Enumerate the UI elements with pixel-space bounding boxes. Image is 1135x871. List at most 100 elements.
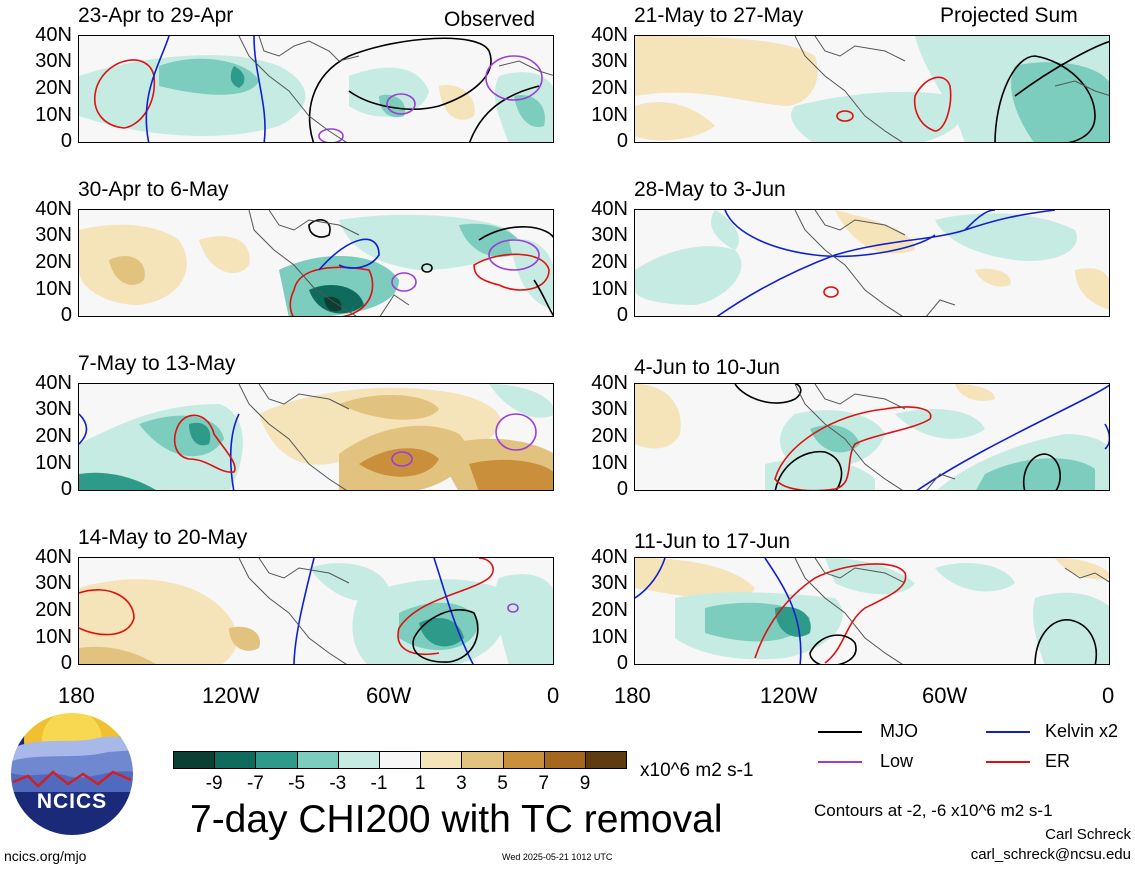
lat-label: 10N [591,278,628,300]
lat-label: 0 [60,478,72,500]
lat-label: 40N [35,372,72,394]
map-panel-p3 [78,383,554,491]
colorbar-swatch [255,751,298,769]
lat-label: 30N [35,224,72,246]
lat-label: 10N [591,626,628,648]
lat-label: 20N [35,425,72,447]
website-link[interactable]: ncics.org/mjo [4,848,87,864]
map-panel-p2 [78,209,554,317]
colorbar-label: 7 [538,773,550,794]
colorbar-swatch [173,751,216,769]
colorbar-label: 9 [579,773,591,794]
lat-label: 10N [35,626,72,648]
lat-label: 0 [616,652,628,674]
lat-label: 20N [591,77,628,99]
mjo-legend-label: MJO [880,721,918,741]
lat-label: 40N [35,198,72,220]
lat-label: 0 [60,304,72,326]
lon-label: 120W [202,683,260,708]
lat-label: 10N [591,452,628,474]
mjo-legend-line [818,731,862,733]
lat-label: 10N [35,278,72,300]
lat-label: 40N [35,24,72,46]
lat-label: 0 [616,130,628,152]
colorbar-swatch [337,751,380,769]
colorbar-swatch [543,751,586,769]
colorbar-swatch [502,751,545,769]
lon-label: 0 [1102,683,1115,708]
lat-label: 0 [60,652,72,674]
colorbar-swatch [420,751,463,769]
lat-label: 30N [35,50,72,72]
colorbar-label: -3 [329,773,347,794]
map-panel-p5 [634,35,1110,143]
map-panel-p1 [78,35,554,143]
ncics-logo: NCICS [8,710,136,838]
map-panel-p4 [78,557,554,665]
colorbar-swatch [585,751,628,769]
lon-label: 180 [58,683,95,708]
map-panel-p8 [634,557,1110,665]
lat-label: 20N [35,251,72,273]
kelvin-legend-label: Kelvin x2 [1045,721,1119,741]
lat-label: 30N [591,398,628,420]
main-title: 7-day CHI200 with TC removal [190,798,723,841]
kelvin-legend-line [986,731,1030,733]
lat-label: 10N [35,104,72,126]
colorbar-swatch [461,751,504,769]
panel-title: 11-Jun to 17-Jun [634,530,791,553]
lat-label: 20N [591,251,628,273]
panel-title: 4-Jun to 10-Jun [634,356,780,379]
colorbar-label: -9 [205,773,223,794]
colorbar-swatch [214,751,257,769]
lat-label: 40N [591,546,628,568]
map-panel-p6 [634,209,1110,317]
lat-label: 30N [591,224,628,246]
lat-label: 10N [591,104,628,126]
lat-label: 0 [616,304,628,326]
lat-label: 20N [591,425,628,447]
low-legend-label: Low [880,751,914,771]
author-name: Carl Schreck [1045,826,1131,843]
colorbar-label: 5 [497,773,508,794]
colorbar-label: -7 [246,773,264,794]
colorbar-label: -1 [370,773,388,794]
lat-label: 40N [591,198,628,220]
colorbar-label: 3 [456,773,467,794]
panel-title: 23-Apr to 29-Apr [78,4,234,27]
observed-label: Observed [444,8,536,31]
er-legend-label: ER [1045,751,1071,771]
panel-title: 21-May to 27-May [634,4,804,27]
panel-title: 14-May to 20-May [78,526,248,549]
lat-label: 30N [591,572,628,594]
lat-label: 0 [616,478,628,500]
colorbar-label: -5 [288,773,306,794]
lat-label: 20N [35,77,72,99]
lat-label: 0 [60,130,72,152]
lon-label: 60W [922,683,968,708]
lon-label: 180 [614,683,651,708]
colorbar-swatch [296,751,339,769]
lat-label: 20N [35,599,72,621]
lat-label: 30N [35,572,72,594]
projected-sum-label: Projected Sum [940,4,1078,27]
colorbar-swatch [379,751,422,769]
lat-label: 40N [591,372,628,394]
lon-label: 60W [366,683,412,708]
logo-text: NCICS [36,790,108,813]
colorbar-label: 1 [414,773,426,794]
lat-label: 40N [591,24,628,46]
lon-label: 0 [547,683,560,708]
lon-label: 120W [760,683,818,708]
panel-title: 7-May to 13-May [78,352,236,375]
map-panel-p7 [634,383,1110,491]
panel-title: 28-May to 3-Jun [634,178,786,201]
lat-label: 30N [591,50,628,72]
low-legend-line [818,761,862,763]
contours-note: Contours at -2, -6 x10^6 m2 s-1 [814,801,1053,820]
lat-label: 10N [35,452,72,474]
colorbar-units: x10^6 m2 s-1 [640,760,754,781]
author-email: carl_schreck@ncsu.edu [970,846,1131,863]
lat-label: 40N [35,546,72,568]
timestamp: Wed 2025-05-21 1012 UTC [502,852,613,862]
